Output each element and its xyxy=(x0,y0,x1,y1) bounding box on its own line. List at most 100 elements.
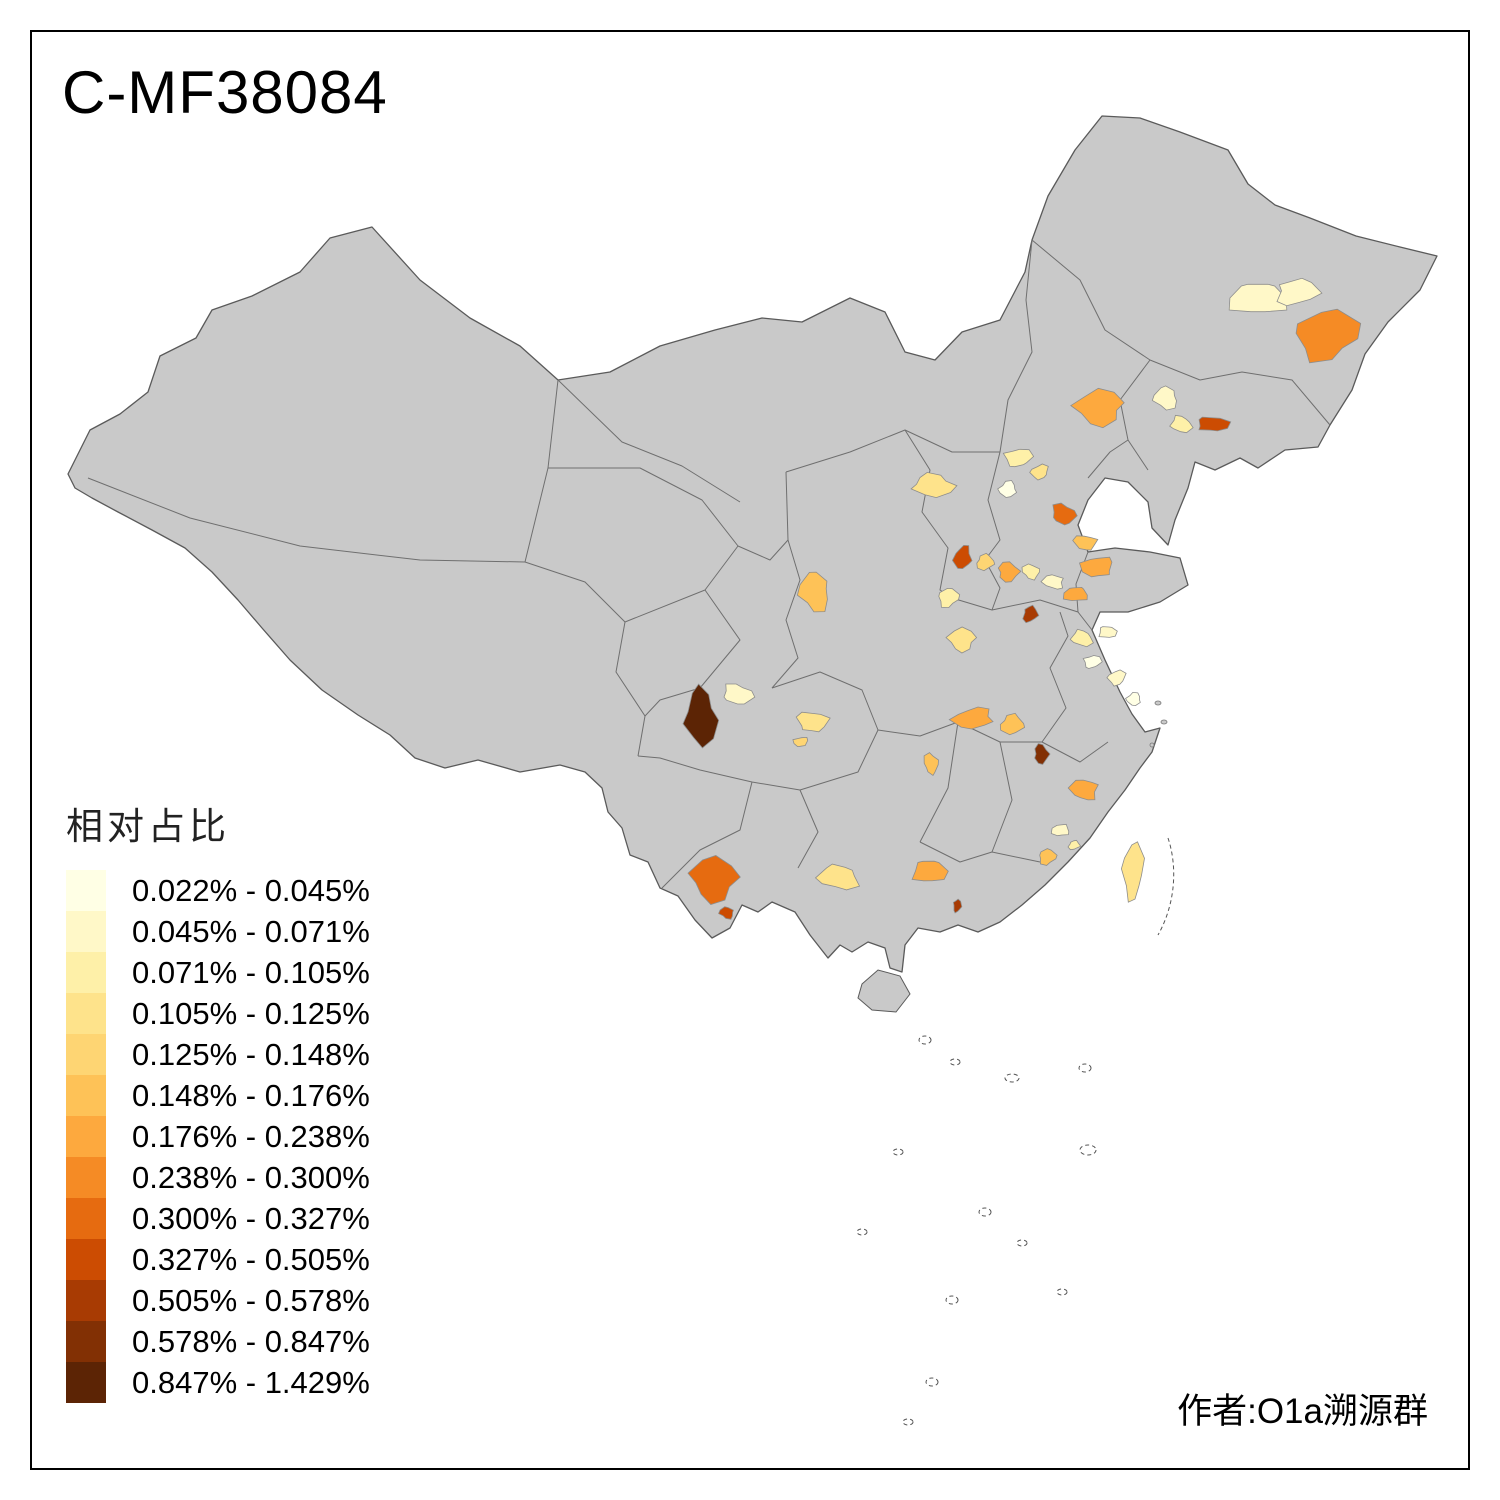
prefecture-patch xyxy=(682,683,720,749)
province-border xyxy=(1031,239,1331,426)
legend-label: 0.148% - 0.176% xyxy=(132,1077,370,1113)
province-border xyxy=(1041,611,1069,743)
legend-item: 0.148% - 0.176% xyxy=(66,1075,370,1116)
legend-swatch xyxy=(66,870,106,911)
dashed-islet xyxy=(902,1418,914,1426)
legend-title: 相对占比 xyxy=(66,806,230,847)
province-border xyxy=(1041,741,1109,763)
dashed-islet xyxy=(1078,1063,1092,1073)
prefecture-patch xyxy=(1072,535,1099,551)
province-border xyxy=(919,841,1041,863)
dashed-islet xyxy=(1004,1073,1020,1083)
prefecture-patch xyxy=(723,683,756,705)
prefecture-patch xyxy=(1169,414,1194,434)
prefecture-patch xyxy=(795,711,831,733)
legend-item: 0.022% - 0.045% xyxy=(66,870,370,911)
prefecture-patch xyxy=(1082,655,1103,669)
province-border xyxy=(919,721,959,843)
dashed-islet xyxy=(1056,1288,1068,1296)
prefecture-patch xyxy=(814,863,861,891)
prefecture-patch xyxy=(1021,563,1040,581)
prefecture-patch xyxy=(687,855,741,905)
province-border xyxy=(737,471,789,561)
legend-swatch xyxy=(66,911,106,952)
prefecture-patch xyxy=(1070,387,1125,429)
prefecture-patch xyxy=(792,736,809,748)
province-border xyxy=(1087,439,1129,479)
legend-label: 0.505% - 0.578% xyxy=(132,1282,370,1318)
prefecture-patch xyxy=(1029,463,1049,481)
dashed-islet xyxy=(892,1148,904,1156)
prefecture-patch xyxy=(1276,277,1323,307)
coastal-islet xyxy=(1160,719,1168,725)
prefecture-patch xyxy=(1052,502,1078,526)
chart-title: C-MF38084 xyxy=(62,59,388,126)
province-border xyxy=(991,741,1013,853)
prefecture-patch xyxy=(997,561,1022,583)
prefecture-patch xyxy=(1124,691,1141,707)
prefecture-patch xyxy=(938,587,961,609)
prefecture-patch xyxy=(1120,841,1145,903)
south-china-sea-islets xyxy=(856,837,1175,1426)
legend-swatch xyxy=(66,1362,106,1403)
legend-label: 0.578% - 0.847% xyxy=(132,1323,370,1359)
legend-label: 0.105% - 0.125% xyxy=(132,995,370,1031)
prefecture-patch xyxy=(1039,848,1058,866)
province-border xyxy=(984,451,1001,611)
legend-swatch xyxy=(66,1034,106,1075)
prefecture-patch xyxy=(1040,574,1064,590)
prefecture-patch xyxy=(1151,385,1177,411)
prefecture-patch xyxy=(1098,626,1118,638)
prefecture-patch xyxy=(1002,448,1035,468)
prefecture-patch xyxy=(1067,839,1082,851)
legend-label: 0.327% - 0.505% xyxy=(132,1241,370,1277)
province-border xyxy=(999,239,1033,453)
prefecture-patch xyxy=(945,626,978,654)
prefecture-patch xyxy=(952,898,963,914)
legend-item: 0.578% - 0.847% xyxy=(66,1321,370,1362)
dashed-boundary xyxy=(1157,837,1175,936)
prefecture-patch xyxy=(718,906,734,920)
prefecture-patch xyxy=(1106,669,1127,687)
legend-list: 0.022% - 0.045% 0.045% - 0.071% 0.071% - 0… xyxy=(66,870,370,1403)
prefecture-patch xyxy=(976,552,996,572)
prefecture-patch xyxy=(1034,743,1051,765)
prefecture-patch xyxy=(999,712,1026,736)
legend-label: 0.022% - 0.045% xyxy=(132,872,370,908)
hainan-island xyxy=(857,969,911,1013)
dashed-islet xyxy=(918,1035,932,1045)
prefecture-patch xyxy=(1022,604,1040,624)
legend-swatch xyxy=(66,952,106,993)
legend-label: 0.847% - 1.429% xyxy=(132,1364,370,1400)
dashed-islet xyxy=(945,1295,959,1305)
dashed-islet xyxy=(978,1207,992,1217)
prefecture-patch xyxy=(796,571,828,613)
legend-label: 0.125% - 0.148% xyxy=(132,1036,370,1072)
province-border xyxy=(557,379,741,503)
legend-item: 0.071% - 0.105% xyxy=(66,952,370,993)
legend-item: 0.300% - 0.327% xyxy=(66,1198,370,1239)
legend-item: 0.125% - 0.148% xyxy=(66,1034,370,1075)
province-border xyxy=(87,477,526,563)
prefecture-patch xyxy=(1067,779,1099,801)
legend-item: 0.045% - 0.071% xyxy=(66,911,370,952)
prefecture-patch xyxy=(1228,283,1288,313)
legend-swatch xyxy=(66,1321,106,1362)
province-border xyxy=(524,561,646,757)
prefecture-patch xyxy=(997,480,1018,498)
province-border xyxy=(951,597,1079,613)
prefecture-patch xyxy=(1295,308,1362,364)
dashed-islet xyxy=(856,1228,868,1236)
prefecture-patch xyxy=(923,752,939,776)
legend-swatch xyxy=(66,1280,106,1321)
province-borders xyxy=(87,239,1331,889)
legend-item: 0.327% - 0.505% xyxy=(66,1239,370,1280)
prefecture-patch xyxy=(910,471,958,499)
coastal-islet xyxy=(1154,700,1162,706)
legend-swatch xyxy=(66,1116,106,1157)
dashed-islet xyxy=(949,1058,961,1066)
legend-swatch xyxy=(66,1198,106,1239)
legend-swatch xyxy=(66,1075,106,1116)
prefecture-patch xyxy=(1198,416,1232,432)
